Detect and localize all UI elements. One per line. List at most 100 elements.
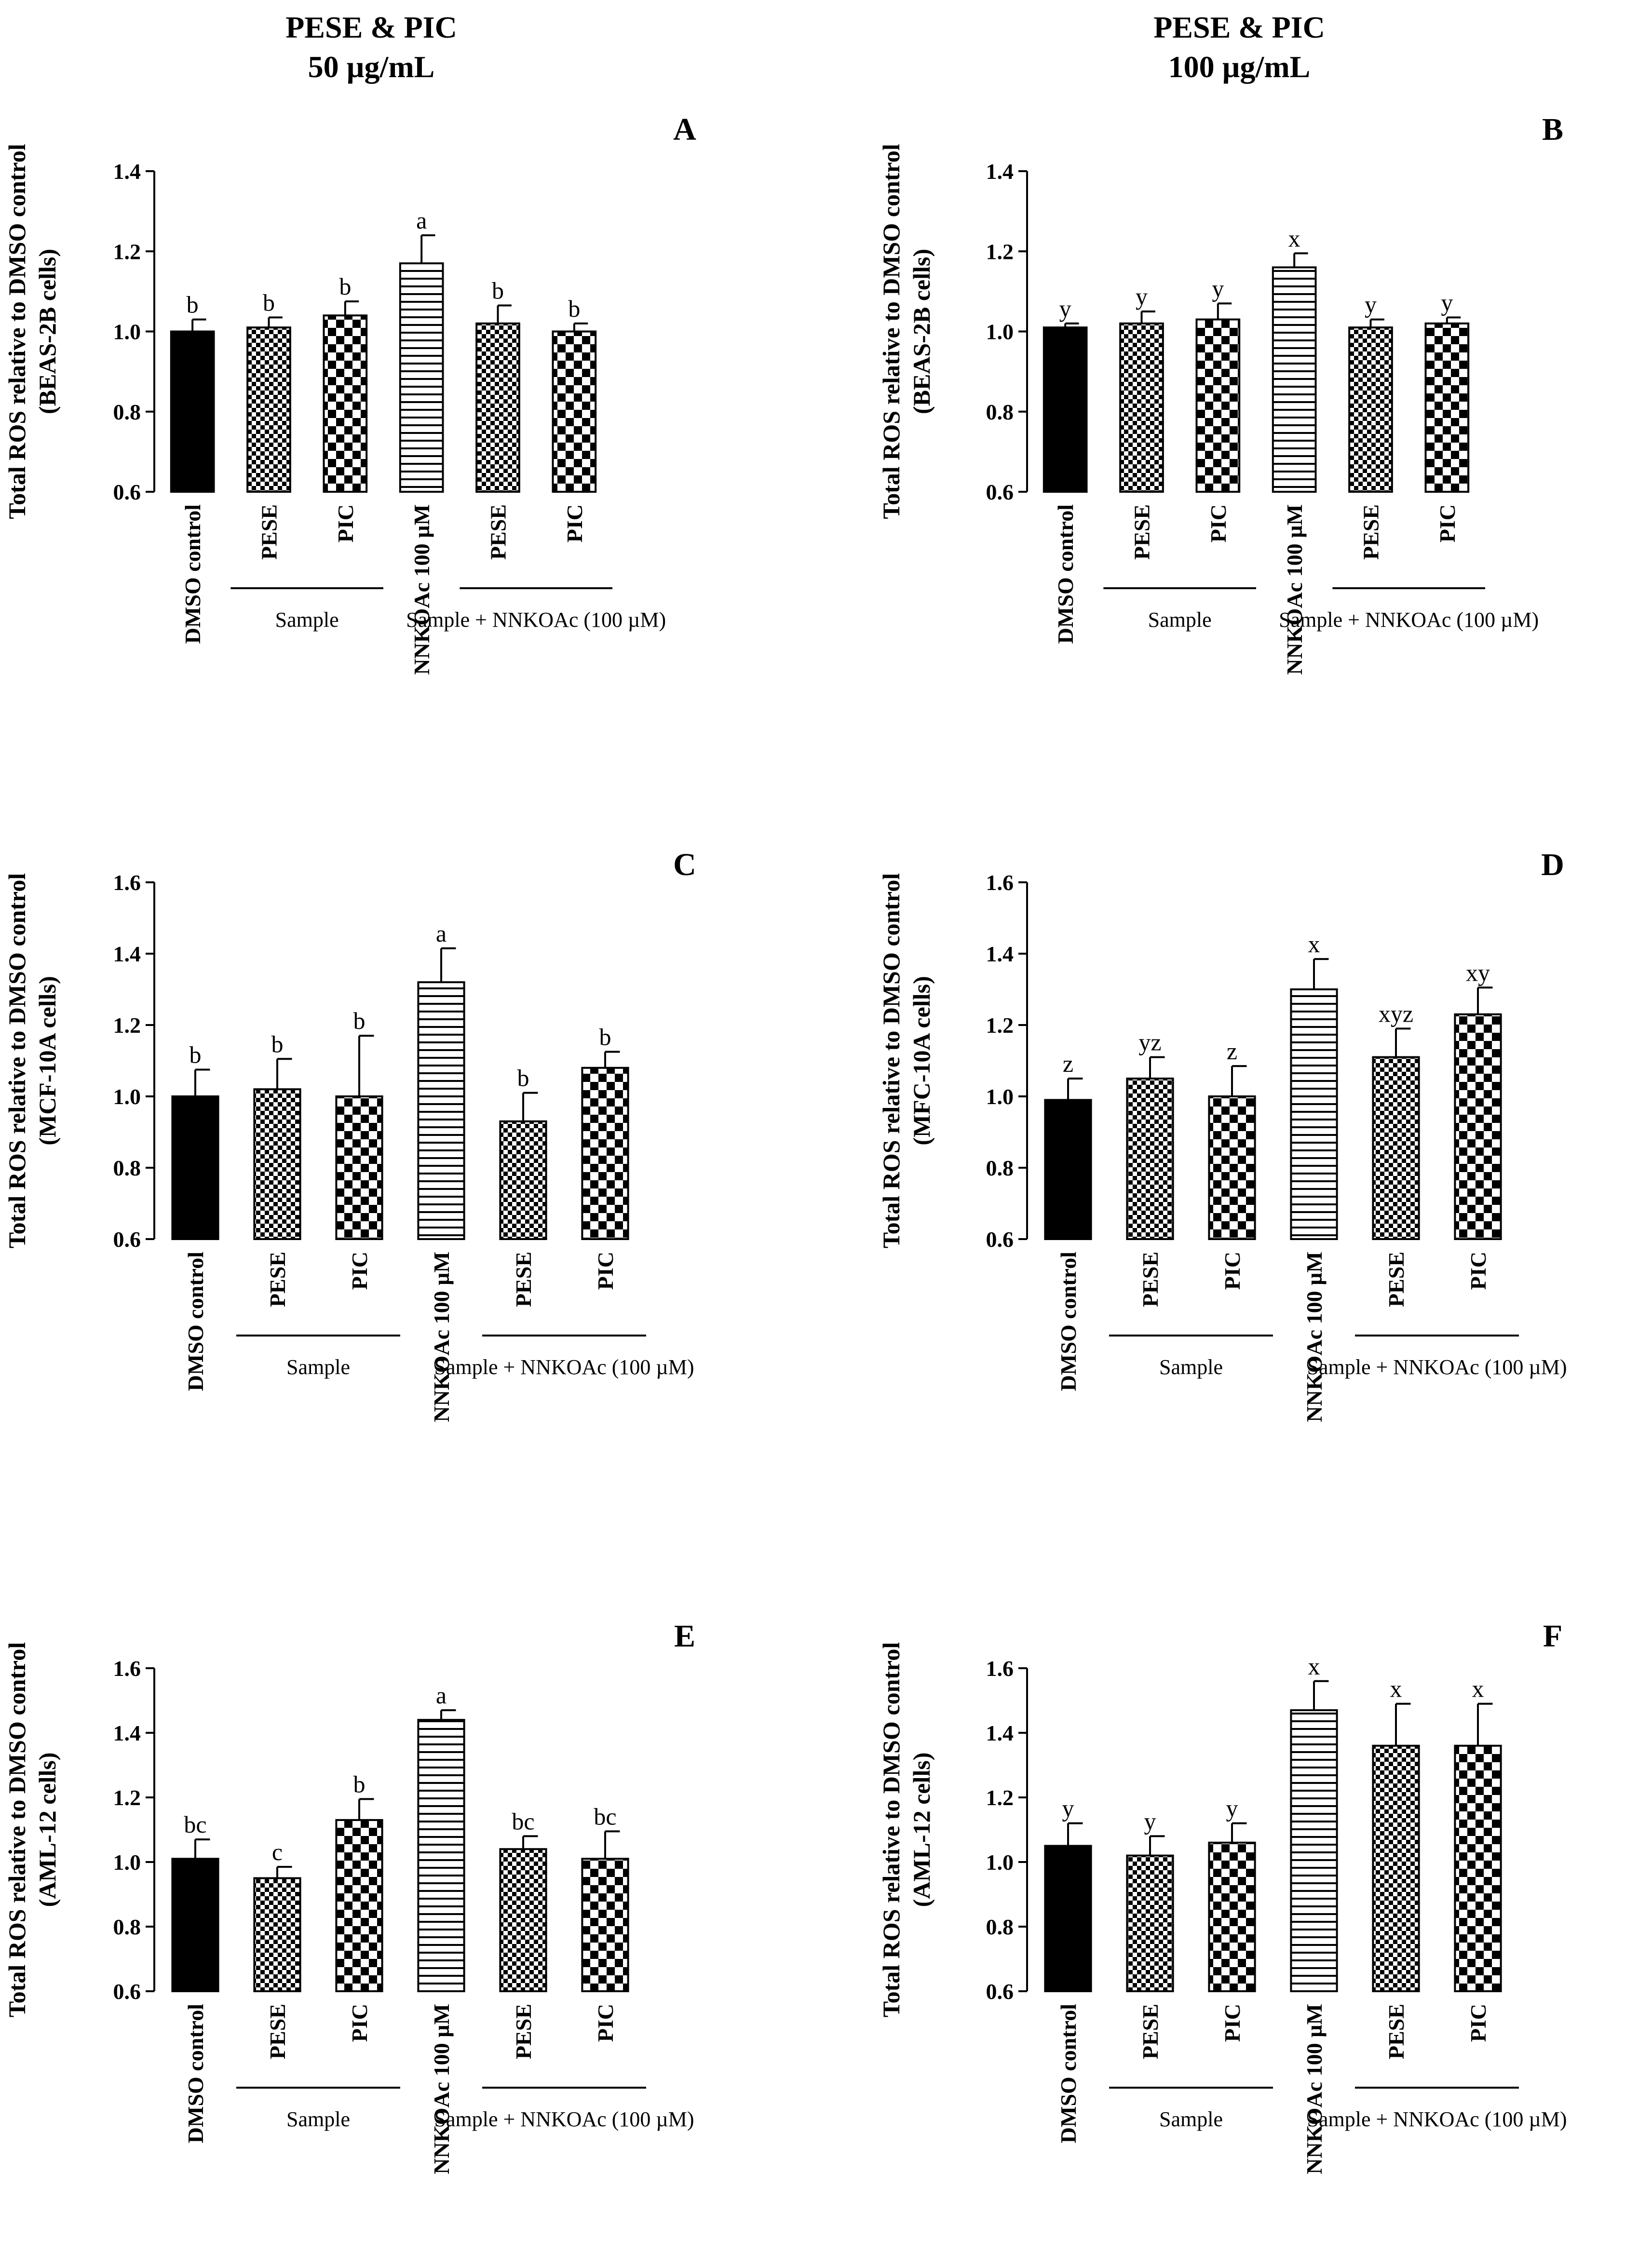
bar-5: [1372, 1056, 1420, 1241]
category-label: DMSO control: [180, 504, 205, 644]
significance-label: y: [1062, 1795, 1074, 1822]
category-label: PIC: [1220, 1252, 1245, 1290]
y-tick-label: 0.6: [986, 1979, 1014, 2004]
bar-1: [171, 1095, 219, 1240]
bar-4: [399, 262, 444, 493]
significance-label: x: [1472, 1675, 1484, 1702]
bar-2: [246, 326, 291, 493]
y-tick-label: 1.0: [986, 320, 1014, 344]
y-tick-label: 1.6: [113, 1656, 141, 1681]
bar-3: [335, 1819, 383, 1992]
y-axis-label: Total ROS relative to DMSO control: [3, 1642, 30, 2017]
bar-6: [1424, 322, 1470, 493]
significance-label: b: [492, 277, 504, 304]
group-label: Sample: [286, 1355, 350, 1379]
y-tick-label: 1.2: [986, 1013, 1014, 1038]
significance-label: y: [1365, 291, 1377, 318]
significance-label: b: [263, 289, 275, 316]
y-tick-label: 0.8: [986, 1156, 1014, 1180]
bar-3: [1208, 1095, 1256, 1240]
significance-label: x: [1308, 931, 1320, 958]
group-label: Sample: [275, 608, 339, 632]
significance-label: z: [1227, 1038, 1237, 1065]
y-tick-label: 1.6: [986, 870, 1014, 895]
bar-5: [499, 1848, 547, 1992]
significance-label: b: [353, 1770, 366, 1797]
y-tick-label: 0.6: [986, 480, 1014, 504]
significance-label: xyz: [1379, 1000, 1413, 1027]
significance-label: b: [599, 1024, 611, 1051]
bar-1: [1043, 326, 1088, 493]
group-label: Sample + NNKOAc (100 µM): [1307, 1355, 1567, 1379]
bar-2: [1119, 322, 1164, 493]
y-tick-label: 1.4: [986, 159, 1014, 184]
y-tick-label: 0.8: [113, 1156, 141, 1180]
category-label: NNKOAc 100 µM: [1302, 2004, 1327, 2174]
group-label: Sample: [286, 2107, 350, 2131]
category-label: DMSO control: [1056, 1252, 1081, 1391]
panel-letter: D: [1541, 847, 1564, 882]
y-tick-label: 0.8: [113, 400, 141, 424]
bar-3: [1208, 1841, 1256, 1993]
panel-letter: A: [673, 112, 696, 147]
category-label: PIC: [593, 2004, 618, 2042]
y-tick-label: 1.0: [986, 1084, 1014, 1109]
bar-5: [1348, 326, 1393, 493]
significance-label: y: [1226, 1795, 1238, 1822]
bar-3: [323, 314, 368, 493]
category-label: DMSO control: [1056, 2004, 1081, 2143]
significance-label: x: [1288, 225, 1300, 252]
significance-label: y: [1136, 283, 1148, 310]
bar-2: [253, 1088, 301, 1240]
y-tick-label: 0.6: [113, 1227, 141, 1252]
y-tick-label: 1.4: [986, 1721, 1014, 1745]
category-label: NNKOAc 100 µM: [1302, 1252, 1327, 1422]
y-axis-label: Total ROS relative to DMSO control: [3, 873, 30, 1248]
bar-4: [1290, 1709, 1338, 1993]
category-label: PESE: [1384, 1252, 1408, 1307]
category-label: DMSO control: [183, 1252, 208, 1391]
bar-6: [581, 1066, 629, 1241]
bar-4: [1290, 988, 1338, 1240]
y-tick-label: 1.6: [113, 870, 141, 895]
y-tick-label: 0.6: [986, 1227, 1014, 1252]
column-2-title-line1: PESE & PIC: [1153, 10, 1325, 44]
bar-3: [335, 1095, 383, 1240]
category-label: PIC: [1435, 504, 1460, 542]
y-tick-label: 1.4: [113, 1721, 141, 1745]
chart-panel-d: D Total ROS relative to DMSO control (MFC-…: [878, 847, 1567, 1422]
column-2-title-line2: 100 µg/mL: [1168, 50, 1311, 84]
group-label: Sample: [1159, 1355, 1223, 1379]
significance-label: y: [1212, 275, 1224, 302]
significance-label: yz: [1138, 1029, 1161, 1056]
y-tick-label: 1.4: [113, 942, 141, 966]
chart-panel-f: F Total ROS relative to DMSO control (AML-…: [878, 1619, 1567, 2174]
category-label: PIC: [1220, 2004, 1245, 2042]
significance-label: bc: [184, 1811, 206, 1838]
y-tick-label: 1.0: [113, 1084, 141, 1109]
y-tick-label: 1.2: [113, 239, 141, 264]
y-tick-label: 1.0: [113, 1850, 141, 1875]
group-label: Sample: [1148, 608, 1212, 632]
group-label: Sample + NNKOAc (100 µM): [434, 1355, 694, 1379]
significance-label: y: [1144, 1808, 1156, 1835]
bar-6: [581, 1858, 629, 1993]
bar-5: [475, 322, 520, 493]
y-axis-label-cells: (BEAS-2B cells): [34, 249, 61, 414]
significance-label: b: [190, 1041, 202, 1068]
column-1-title-line2: 50 µg/mL: [308, 50, 435, 84]
chart-panel-c: C Total ROS relative to DMSO control (MCF-…: [3, 847, 696, 1422]
group-label: Sample + NNKOAc (100 µM): [406, 608, 666, 632]
significance-label: x: [1308, 1653, 1320, 1680]
significance-label: b: [339, 273, 351, 300]
category-label: PIC: [1206, 504, 1231, 542]
y-tick-label: 1.6: [986, 1656, 1014, 1681]
chart-panel-e: E Total ROS relative to DMSO control (AML-…: [3, 1619, 695, 2174]
bar-1: [1044, 1099, 1092, 1240]
significance-label: y: [1059, 295, 1071, 322]
significance-label: b: [517, 1065, 529, 1092]
y-tick-label: 0.8: [986, 400, 1014, 424]
category-label: PIC: [347, 2004, 372, 2042]
y-tick-label: 1.2: [113, 1785, 141, 1810]
y-tick-label: 1.0: [986, 1850, 1014, 1875]
